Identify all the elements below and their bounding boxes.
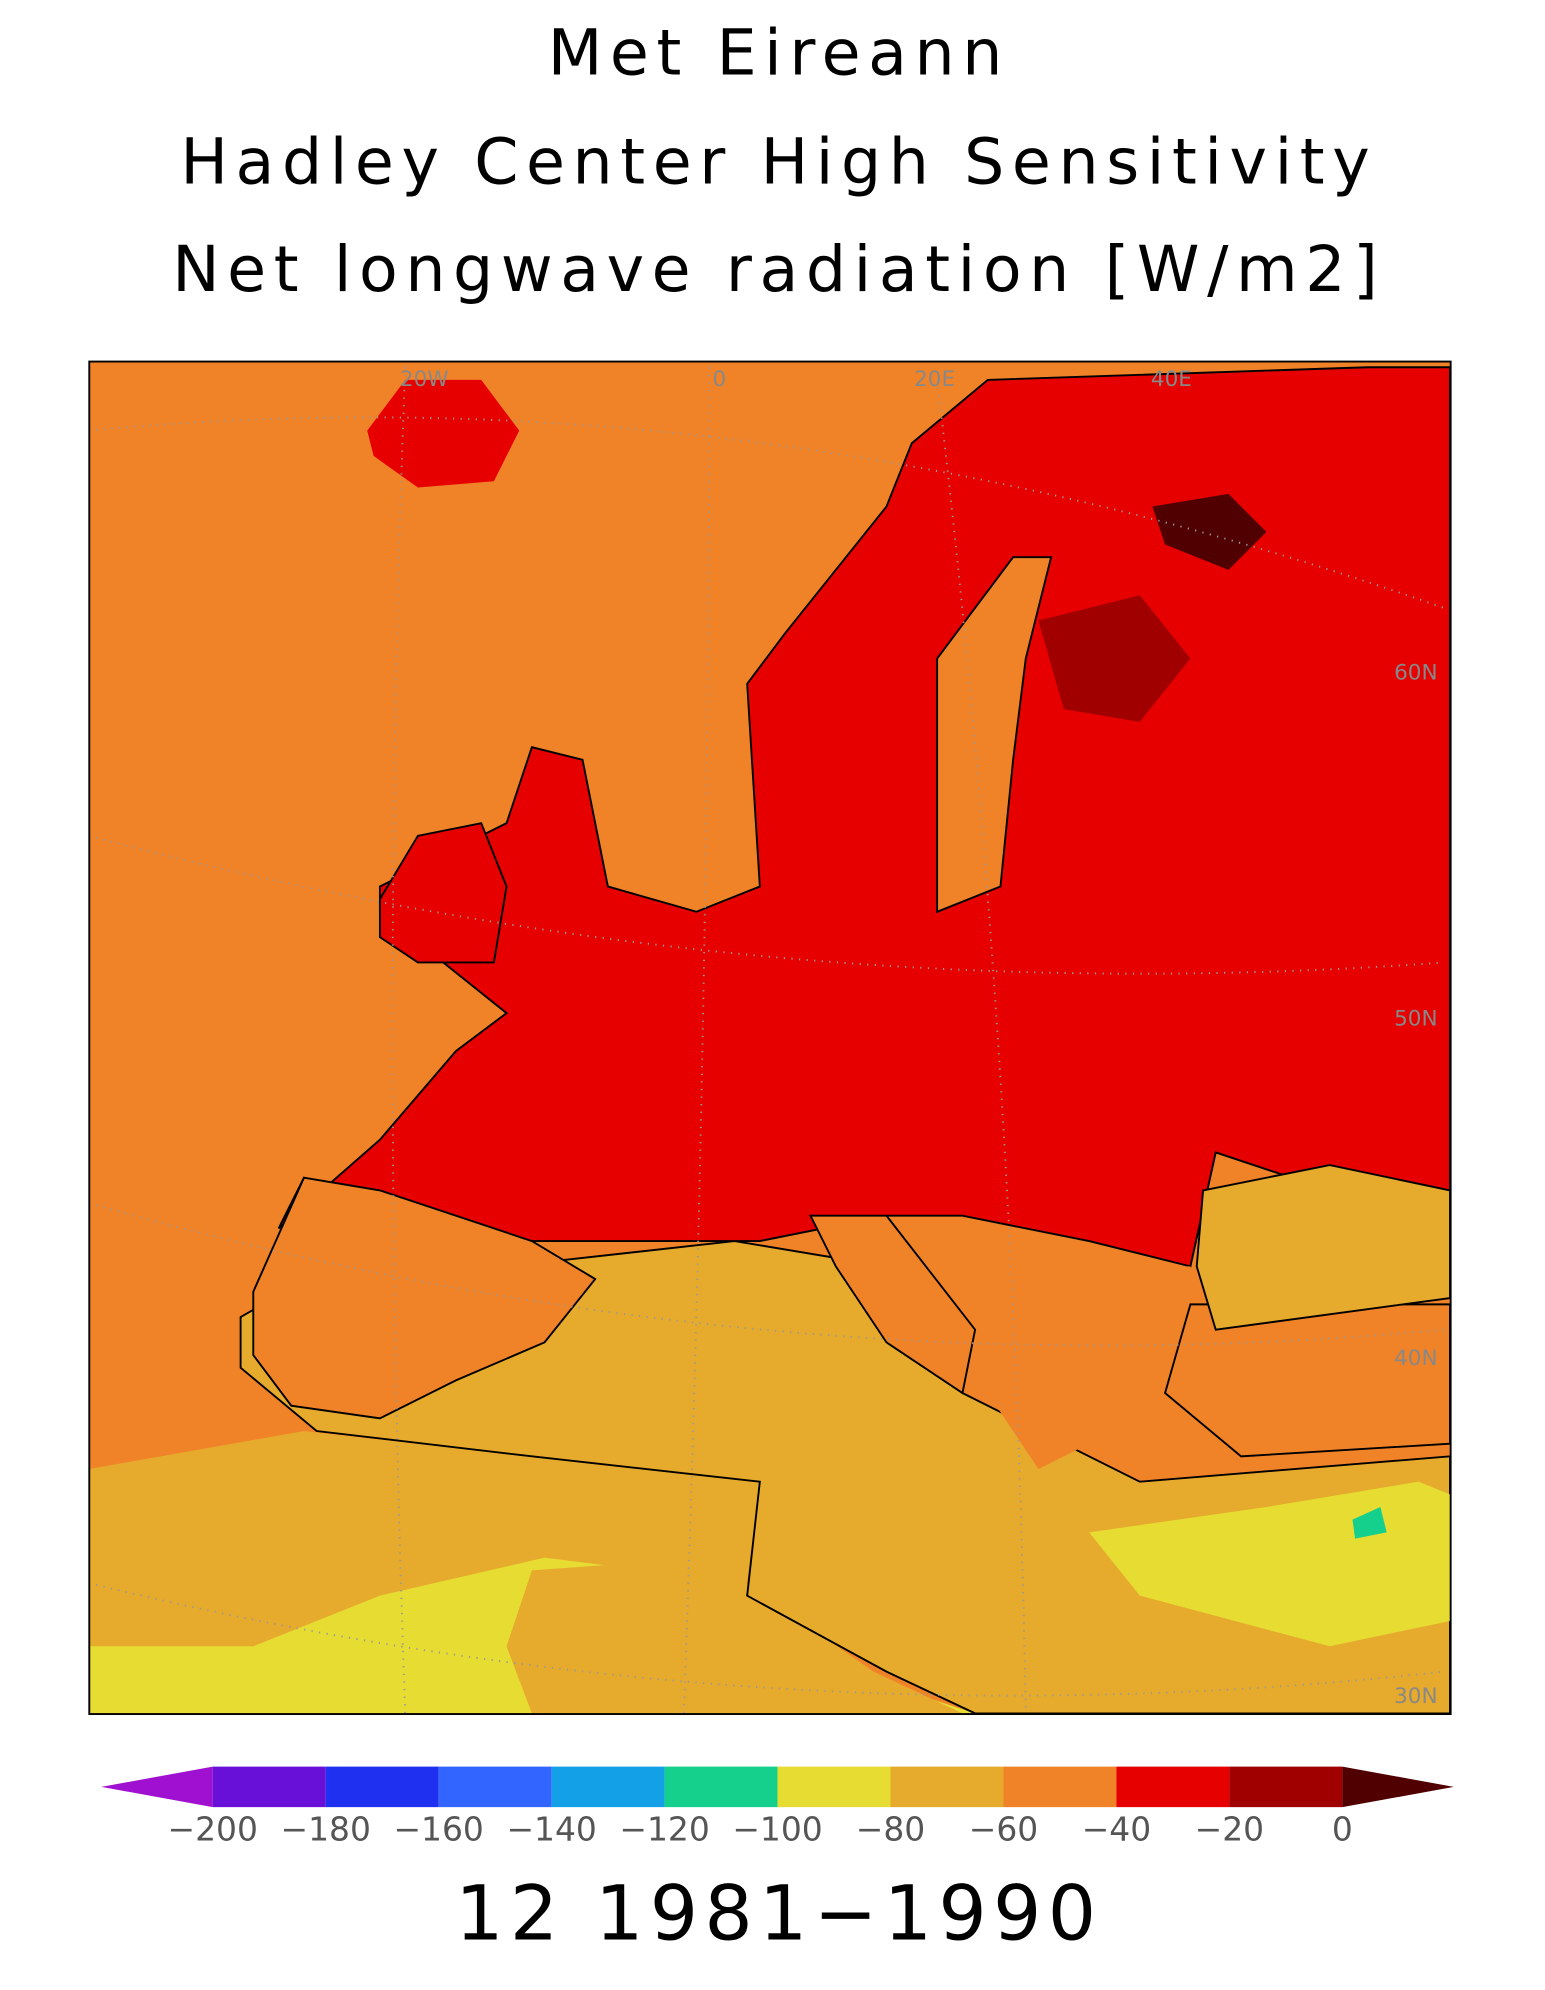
iberia	[252, 1176, 597, 1420]
africa-coast	[89, 1431, 760, 1647]
colorbar-label: −80	[856, 1810, 925, 1849]
sahara-band	[506, 1557, 963, 1714]
colorbar-under	[101, 1766, 213, 1808]
baltic	[936, 556, 1053, 914]
graticule-label: 40N	[1394, 1346, 1437, 1371]
green-patch	[1352, 1507, 1387, 1539]
graticule-label: 50N	[1394, 1006, 1437, 1031]
colorbar-box	[551, 1766, 665, 1808]
footer: 12 1981−1990	[455, 1869, 1102, 1958]
colorbar-box	[890, 1766, 1004, 1808]
colorbar-box	[1003, 1766, 1117, 1808]
black-sea	[1195, 1164, 1451, 1331]
colorbar: −200 −180 −160 −140 −120 −100 −80 −60 −40 −20 0	[101, 1766, 1454, 1849]
colorbar-box	[1116, 1766, 1230, 1808]
graticule-label: 20W	[400, 367, 449, 392]
colorbar-label: −20	[1195, 1810, 1264, 1849]
map: 20W 0 20E 40E 60N 50N 40N 30N	[89, 362, 1451, 1714]
colorbar-label: −120	[619, 1810, 709, 1849]
graticule	[936, 379, 1027, 1714]
dark-patch	[1152, 493, 1267, 570]
colorbar-label: −180	[281, 1810, 371, 1849]
graticule	[89, 835, 1444, 975]
title-line: Net longwave radiation [W/m2]	[172, 232, 1385, 306]
colorbar-label: −160	[393, 1810, 483, 1849]
graticule-label: 20E	[914, 367, 955, 392]
colorbar-box	[438, 1766, 552, 1808]
graticule-label: 40E	[1151, 367, 1192, 392]
title-line: Hadley Center High Sensitivity	[180, 124, 1377, 198]
dark-patch	[1038, 595, 1191, 722]
ireland	[378, 822, 508, 964]
iceland	[367, 379, 520, 488]
colorbar-label: −140	[506, 1810, 596, 1849]
colorbar-over	[1342, 1766, 1454, 1808]
italy	[808, 1214, 977, 1395]
colorbar-box	[325, 1766, 439, 1808]
graticule-label: 60N	[1394, 661, 1437, 686]
graticule-label: 0	[712, 367, 726, 392]
graticule	[89, 416, 1444, 609]
map-frame	[88, 360, 1452, 1716]
colorbar-box	[212, 1766, 326, 1808]
colorbar-label: −200	[168, 1810, 258, 1849]
colorbar-box	[664, 1766, 778, 1808]
title-line: Met Eireann	[548, 16, 1010, 90]
colorbar-box	[1229, 1766, 1343, 1808]
graticule	[89, 1582, 1444, 1697]
graticule-label: 30N	[1394, 1684, 1437, 1709]
colorbar-label: 0	[1332, 1810, 1353, 1849]
colorbar-label: −40	[1082, 1810, 1151, 1849]
colorbar-box	[777, 1766, 891, 1808]
colorbar-label: −60	[969, 1810, 1038, 1849]
balkans	[987, 1266, 1216, 1470]
colorbar-label: −100	[732, 1810, 822, 1849]
